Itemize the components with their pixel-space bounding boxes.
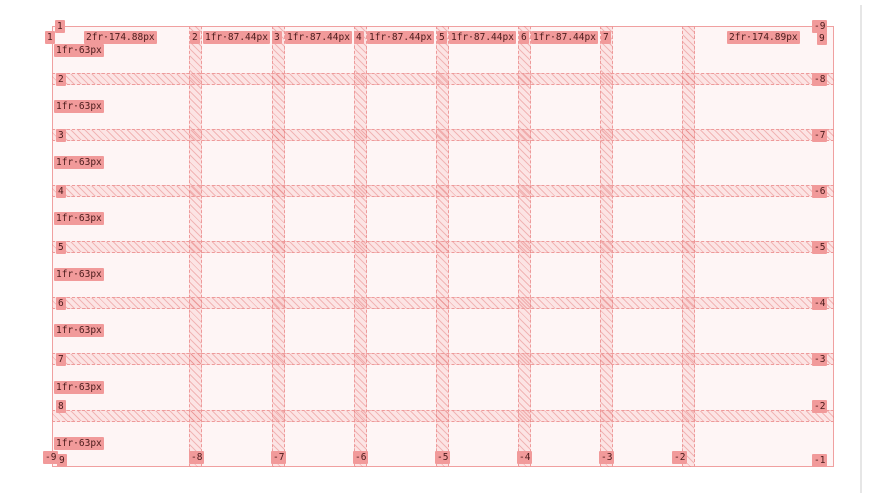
column-line-number-negative: -5: [435, 451, 451, 464]
column-line-number-negative: -3: [599, 451, 615, 464]
column-line-number-negative: -2: [672, 451, 688, 464]
row-track-size-label: 1fr·63px: [54, 381, 104, 394]
row-track-size-label: 1fr·63px: [54, 44, 104, 57]
row-track-size-label: 1fr·63px: [54, 100, 104, 113]
row-line-number: 5: [56, 241, 66, 254]
row-line-number: 9: [57, 454, 67, 467]
row-line-number: 2: [56, 73, 66, 86]
column-line-number-negative: -4: [517, 451, 533, 464]
column-line-number: 2: [190, 31, 200, 44]
column-line-number-negative: -6: [353, 451, 369, 464]
row-line-number-negative: -4: [812, 297, 828, 310]
row-gap-overlay: [52, 185, 834, 197]
row-line-number: 4: [56, 185, 66, 198]
column-line-number-negative: -9: [43, 451, 59, 464]
grid-container-overlay: [52, 26, 834, 467]
row-line-number: 7: [56, 353, 66, 366]
row-line-number-negative: -2: [812, 400, 828, 413]
vertical-scrollbar[interactable]: [860, 5, 862, 493]
row-line-number-negative: -9: [812, 20, 828, 33]
row-line-number-negative: -3: [812, 353, 828, 366]
column-track-size-label: 2fr·174.88px: [84, 31, 157, 44]
column-line-number-negative: -8: [189, 451, 205, 464]
column-line-number: 4: [354, 31, 364, 44]
row-line-number-negative: -5: [812, 241, 828, 254]
column-line-number: 6: [519, 31, 529, 44]
column-gap-overlay: [682, 26, 695, 467]
column-track-size-label: 2fr·174.89px: [727, 31, 800, 44]
row-track-size-label: 1fr·63px: [54, 156, 104, 169]
column-track-size-label: 1fr·87.44px: [531, 31, 598, 44]
column-line-number: 3: [272, 31, 282, 44]
column-track-size-label: 1fr·87.44px: [285, 31, 352, 44]
row-gap-overlay: [52, 73, 834, 85]
row-track-size-label: 1fr·63px: [54, 437, 104, 450]
row-line-number: 3: [56, 129, 66, 142]
column-track-size-label: 1fr·87.44px: [367, 31, 434, 44]
column-line-number: 1: [45, 31, 55, 44]
column-gap-overlay: [272, 26, 285, 467]
column-gap-overlay: [354, 26, 367, 467]
column-line-number: 5: [437, 31, 447, 44]
column-track-size-label: 1fr·87.44px: [203, 31, 270, 44]
row-gap-overlay: [52, 297, 834, 309]
row-track-size-label: 1fr·63px: [54, 212, 104, 225]
column-line-number: 9: [817, 32, 827, 45]
row-line-number: 8: [56, 400, 66, 413]
row-gap-overlay: [52, 129, 834, 141]
row-line-number: 1: [55, 20, 65, 33]
row-track-size-label: 1fr·63px: [54, 324, 104, 337]
column-line-number-negative: -7: [271, 451, 287, 464]
row-line-number-negative: -7: [812, 129, 828, 142]
row-line-number-negative: -1: [812, 454, 828, 467]
row-line-number-negative: -6: [812, 185, 828, 198]
column-line-number: 7: [601, 31, 611, 44]
row-gap-overlay: [52, 241, 834, 253]
row-gap-overlay: [52, 353, 834, 365]
column-gap-overlay: [600, 26, 613, 467]
column-track-size-label: 1fr·87.44px: [449, 31, 516, 44]
column-gap-overlay: [436, 26, 449, 467]
row-track-size-label: 1fr·63px: [54, 268, 104, 281]
row-gap-overlay: [52, 410, 834, 422]
column-gap-overlay: [189, 26, 202, 467]
column-gap-overlay: [518, 26, 531, 467]
row-line-number: 6: [56, 297, 66, 310]
row-line-number-negative: -8: [812, 73, 828, 86]
